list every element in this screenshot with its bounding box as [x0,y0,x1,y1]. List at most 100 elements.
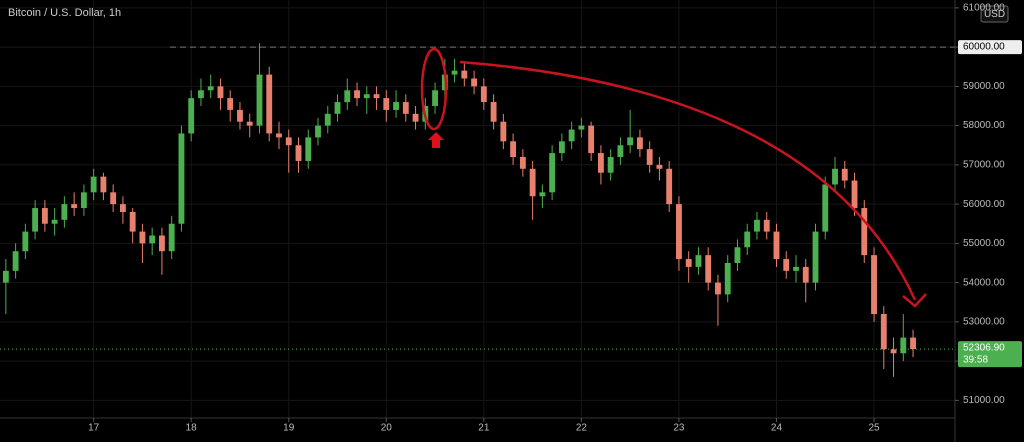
candle-body [402,102,409,114]
candle-body [588,125,595,154]
candle-body [295,145,302,161]
candle-body [129,211,136,232]
candle-body [627,137,634,146]
candle-body [344,90,351,103]
price-line-label: 60000.00 [963,42,1005,53]
candle-body [880,314,887,350]
candle-body [237,109,243,122]
candle-body [734,247,741,263]
candle-body [168,223,175,252]
candle-body [646,149,653,165]
candle-body [763,219,770,232]
y-tick-label: 58000.00 [963,120,1005,131]
grid [0,0,955,420]
candle-body [2,270,9,283]
candle-body [529,168,536,197]
candle-body [568,129,575,142]
candle-body [41,208,48,224]
candle-body [715,282,721,295]
arrow-head [902,293,927,308]
candle-body [773,231,780,260]
y-tick-label: 61000.00 [963,2,1005,13]
candle-body [841,168,848,181]
candle-body [461,70,468,79]
candle-body [910,337,916,350]
candle-body [227,98,234,110]
candle-body [432,90,438,106]
candle-body [890,349,897,354]
candle-body [12,251,19,271]
candle-body [510,141,517,158]
candle-body [383,98,390,110]
candle-body [724,262,731,295]
candle-body [578,125,585,130]
candle-body [471,78,478,87]
x-tick-label: 22 [576,423,588,434]
candle-body [207,86,214,91]
candle-body [490,102,497,122]
candle-body [305,137,312,161]
candle-body [676,204,682,260]
x-tick-label: 17 [88,423,100,434]
currency-box[interactable] [980,5,1009,23]
candle-body [861,208,868,256]
x-tick-label: 24 [771,423,783,434]
candle-body [617,145,624,158]
candle-body [22,231,29,252]
trend-arrow [459,60,917,301]
axes: 51000.0052000.0053000.0054000.0055000.00… [88,2,1022,434]
x-tick-label: 23 [673,423,685,434]
candle-body [900,337,907,354]
candle-body [832,168,838,185]
candle-body [393,102,399,110]
candle-body [685,259,692,267]
x-tick-label: 20 [381,423,393,434]
currency[interactable]: USD [984,9,1005,20]
candle-body [246,121,253,126]
candle-body [61,204,68,220]
candle-body [636,137,643,150]
candle-body [363,94,370,99]
annotations [420,47,927,308]
candle-body [90,176,97,193]
candle-body [149,235,156,244]
y-tick-label: 53000.00 [963,317,1005,328]
candle-body [851,180,858,209]
candle-body [607,157,614,173]
x-tick-label: 19 [283,423,295,434]
highlight-ellipse [420,47,448,131]
candle-body [802,266,809,283]
candles [2,43,916,377]
candle-body [139,231,146,244]
x-tick-label: 18 [186,423,198,434]
candle-body [597,153,604,173]
candle-body [451,70,458,75]
candle-body [119,204,126,212]
y-tick-label: 56000.00 [963,199,1005,210]
candle-body [519,157,526,169]
candle-body [480,86,487,103]
x-tick-label: 21 [478,423,490,434]
candle-body [354,90,360,99]
y-tick-label: 57000.00 [963,160,1005,171]
candle-body [71,204,78,209]
x-tick-label: 25 [868,423,880,434]
countdown: 39:58 [963,355,988,366]
candle-body [178,133,185,224]
candle-body [656,164,663,169]
candle-body [549,153,556,193]
y-tick-label: 55000.00 [963,238,1005,249]
y-tick-label: 59000.00 [963,81,1005,92]
candle-body [110,192,117,205]
candle-body [744,231,751,248]
candle-body [705,255,712,283]
candle-body [159,235,165,252]
candle-body [812,231,819,283]
candle-body [695,255,702,267]
candle-body [822,184,829,232]
candle-body [666,168,673,205]
candle-body [315,125,321,138]
y-tick-label: 51000.00 [963,395,1005,406]
candle-body [256,74,263,126]
